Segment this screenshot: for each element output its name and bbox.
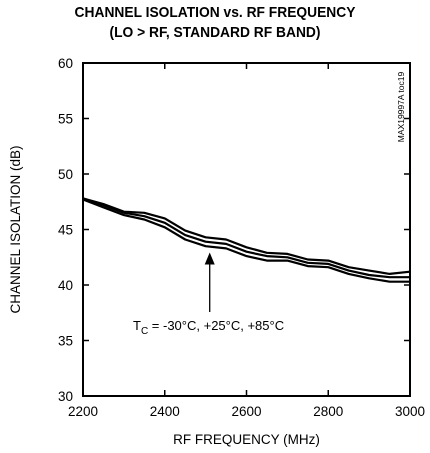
y-tick-label: 60	[58, 56, 73, 71]
annotation-t: T	[133, 318, 141, 333]
y-tick-label: 40	[58, 278, 73, 293]
x-tick-label: 2200	[68, 404, 98, 419]
annotation-arrowhead	[204, 252, 215, 265]
series-group	[82, 197, 411, 283]
y-tick-label: 50	[58, 167, 73, 182]
chart-title: CHANNEL ISOLATION vs. RF FREQUENCY	[74, 4, 356, 21]
x-tick-label: 3000	[395, 404, 425, 419]
x-tick-label: 2600	[231, 404, 261, 419]
annotation-label: TC = -30°C, +25°C, +85°C	[133, 318, 284, 337]
y-tick-label: 55	[58, 112, 73, 127]
y-tick-label: 35	[58, 334, 73, 349]
axis-ticks: 2200 2400 2600 2800 3000 30 35 40 45 50 55 60	[58, 56, 425, 419]
reference-code: MAX19997A toc19	[396, 72, 406, 143]
chart-subtitle: (LO > RF, STANDARD RF BAND)	[109, 24, 321, 41]
x-tick-label: 2800	[313, 404, 343, 419]
x-tick-label: 2400	[150, 404, 180, 419]
y-tick-label: 45	[58, 223, 73, 238]
series-line-2	[82, 197, 410, 279]
annotation-rest: = -30°C, +25°C, +85°C	[148, 318, 284, 333]
plot-frame	[82, 62, 411, 397]
y-tick-label: 30	[58, 389, 73, 404]
y-axis-label: CHANNEL ISOLATION (dB)	[8, 145, 23, 313]
series-line-1	[82, 197, 411, 275]
annotation-sub: C	[141, 326, 148, 337]
x-axis-label: RF FREQUENCY (MHz)	[173, 432, 320, 447]
series-line-3	[82, 198, 410, 283]
